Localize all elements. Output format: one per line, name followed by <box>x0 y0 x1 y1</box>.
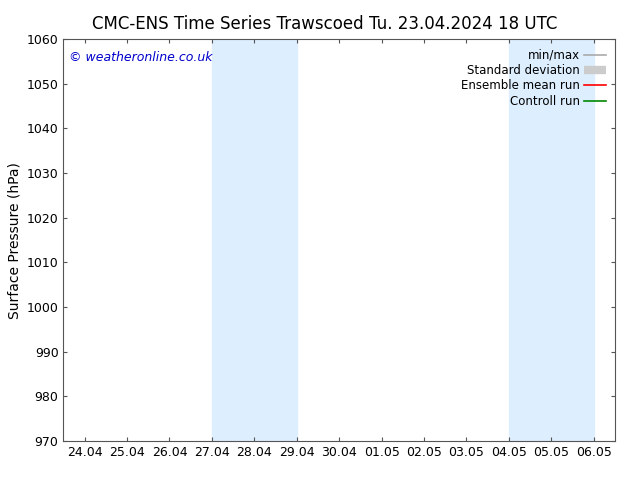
Y-axis label: Surface Pressure (hPa): Surface Pressure (hPa) <box>7 162 21 318</box>
Bar <box>509 39 594 441</box>
Text: © weatheronline.co.uk: © weatheronline.co.uk <box>69 51 212 64</box>
Text: CMC-ENS Time Series Trawscoed: CMC-ENS Time Series Trawscoed <box>93 15 364 33</box>
Text: Tu. 23.04.2024 18 UTC: Tu. 23.04.2024 18 UTC <box>368 15 557 33</box>
Bar <box>212 39 297 441</box>
Legend: min/max, Standard deviation, Ensemble mean run, Controll run: min/max, Standard deviation, Ensemble me… <box>457 45 609 111</box>
